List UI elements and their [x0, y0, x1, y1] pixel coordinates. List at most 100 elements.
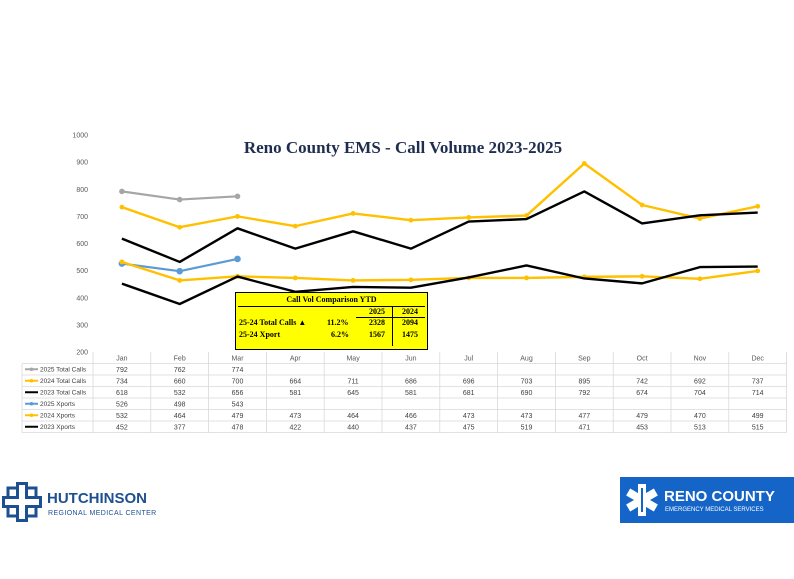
table-cell: 473	[521, 413, 533, 420]
table-cell: 581	[405, 390, 417, 397]
category-label: Jan	[116, 356, 127, 363]
data-table: Jan Feb Mar Apr May Jun Jul Aug Sep Oct Nov Dec 2025…	[25, 356, 764, 431]
reno-county-ems-logo: RENO COUNTY EMERGENCY MEDICAL SERVICES	[620, 477, 794, 523]
table-cell: 700	[232, 378, 244, 385]
ytd-row1-pct: 11.2%	[327, 318, 349, 327]
table-cell: 470	[694, 413, 706, 420]
table-cell: 692	[694, 378, 706, 385]
table-cell: 737	[752, 378, 764, 385]
legend-key-marker	[29, 413, 34, 418]
table-cell: 792	[116, 367, 128, 374]
data-point	[235, 213, 240, 219]
data-point	[176, 196, 183, 203]
data-point	[119, 259, 125, 265]
ytd-comparison-box: Call Vol Comparison YTD 2025 2024 25-24 …	[235, 292, 428, 350]
category-label: Apr	[290, 356, 302, 363]
table-cell: 704	[694, 390, 706, 397]
table-cell: 471	[578, 424, 590, 431]
series-2023-total-calls	[121, 190, 758, 264]
series-line	[121, 190, 758, 264]
table-cell: 895	[578, 378, 590, 385]
table-cell: 513	[694, 424, 706, 431]
row-label: 2024 Total Calls	[40, 378, 87, 385]
table-cell: 742	[636, 378, 648, 385]
category-label: Jun	[405, 356, 416, 363]
category-label: May	[346, 356, 360, 363]
ytd-divider-head	[356, 317, 425, 318]
category-label: Oct	[637, 356, 648, 363]
series-line	[121, 162, 758, 229]
data-point	[119, 188, 125, 195]
category-label: Jul	[464, 356, 473, 363]
y-axis: 1000 900 800 700 600 500 400 300 200	[72, 133, 88, 357]
ytd-row2-2025: 1567	[369, 330, 385, 339]
data-point	[292, 275, 298, 281]
table-cell: 477	[578, 413, 590, 420]
data-point	[639, 202, 645, 208]
table-cell: 532	[116, 413, 128, 420]
data-point	[177, 224, 183, 230]
legend-key-marker	[29, 401, 34, 406]
ytd-divider-top	[238, 306, 425, 307]
table-cell: 664	[289, 378, 301, 385]
table-cell: 674	[636, 390, 648, 397]
series-line	[121, 260, 758, 282]
table-cell: 714	[752, 390, 764, 397]
table-cell: 543	[232, 401, 244, 408]
table-cell: 734	[116, 378, 128, 385]
series-line	[121, 264, 758, 306]
table-cell: 792	[578, 390, 590, 397]
table-cell: 656	[232, 390, 244, 397]
data-point	[408, 217, 414, 223]
data-point	[466, 215, 472, 220]
table-cell: 473	[463, 413, 475, 420]
data-point	[234, 193, 241, 200]
table-cell: 464	[174, 413, 186, 420]
table-cell: 499	[752, 413, 764, 420]
category-label: Feb	[174, 356, 186, 363]
table-cell: 774	[232, 367, 244, 374]
data-point	[234, 255, 241, 263]
row-label: 2023 Total Calls	[40, 390, 87, 397]
table-cell: 452	[116, 424, 128, 431]
hutchinson-logo: HUTCHINSON REGIONAL MEDICAL CENTER	[2, 482, 156, 522]
data-point	[350, 277, 356, 283]
table-cell: 645	[347, 390, 359, 397]
category-label: Sep	[578, 356, 591, 363]
legend-key-marker	[29, 378, 34, 383]
table-cell: 475	[463, 424, 475, 431]
table-cell: 479	[636, 413, 648, 420]
data-point	[292, 223, 298, 229]
table-cell: 437	[405, 424, 417, 431]
series-2025-xports	[118, 255, 241, 275]
data-point	[581, 161, 587, 166]
chart-title: Reno County EMS - Call Volume 2023-2025	[244, 138, 562, 157]
data-point	[524, 213, 529, 218]
data-point	[177, 277, 183, 283]
series-2025-total-calls	[119, 188, 241, 203]
data-point	[755, 268, 761, 274]
y-tick-label: 400	[76, 295, 88, 302]
data-point	[119, 204, 125, 210]
table-cell: 464	[347, 413, 359, 420]
table-cell: 478	[232, 424, 244, 431]
table-cell: 526	[116, 401, 128, 408]
data-point	[639, 273, 645, 279]
data-point	[697, 276, 703, 282]
category-label: Mar	[231, 356, 244, 363]
ytd-row2-label: 25-24 Xport	[239, 330, 281, 339]
y-tick-label: 600	[76, 241, 88, 248]
row-label: 2023 Xports	[40, 424, 76, 431]
data-table-grid	[21, 352, 787, 433]
data-point	[524, 275, 529, 281]
table-cell: 440	[347, 424, 359, 431]
table-cell: 498	[174, 401, 186, 408]
table-cell: 532	[174, 390, 186, 397]
table-cell: 690	[521, 390, 533, 397]
table-cell: 377	[174, 424, 186, 431]
ytd-row1-2025: 2328	[369, 318, 385, 327]
y-tick-label: 200	[76, 350, 88, 357]
data-point	[408, 277, 414, 283]
ytd-row2-pct: 6.2%	[331, 330, 349, 339]
data-point	[755, 203, 761, 209]
